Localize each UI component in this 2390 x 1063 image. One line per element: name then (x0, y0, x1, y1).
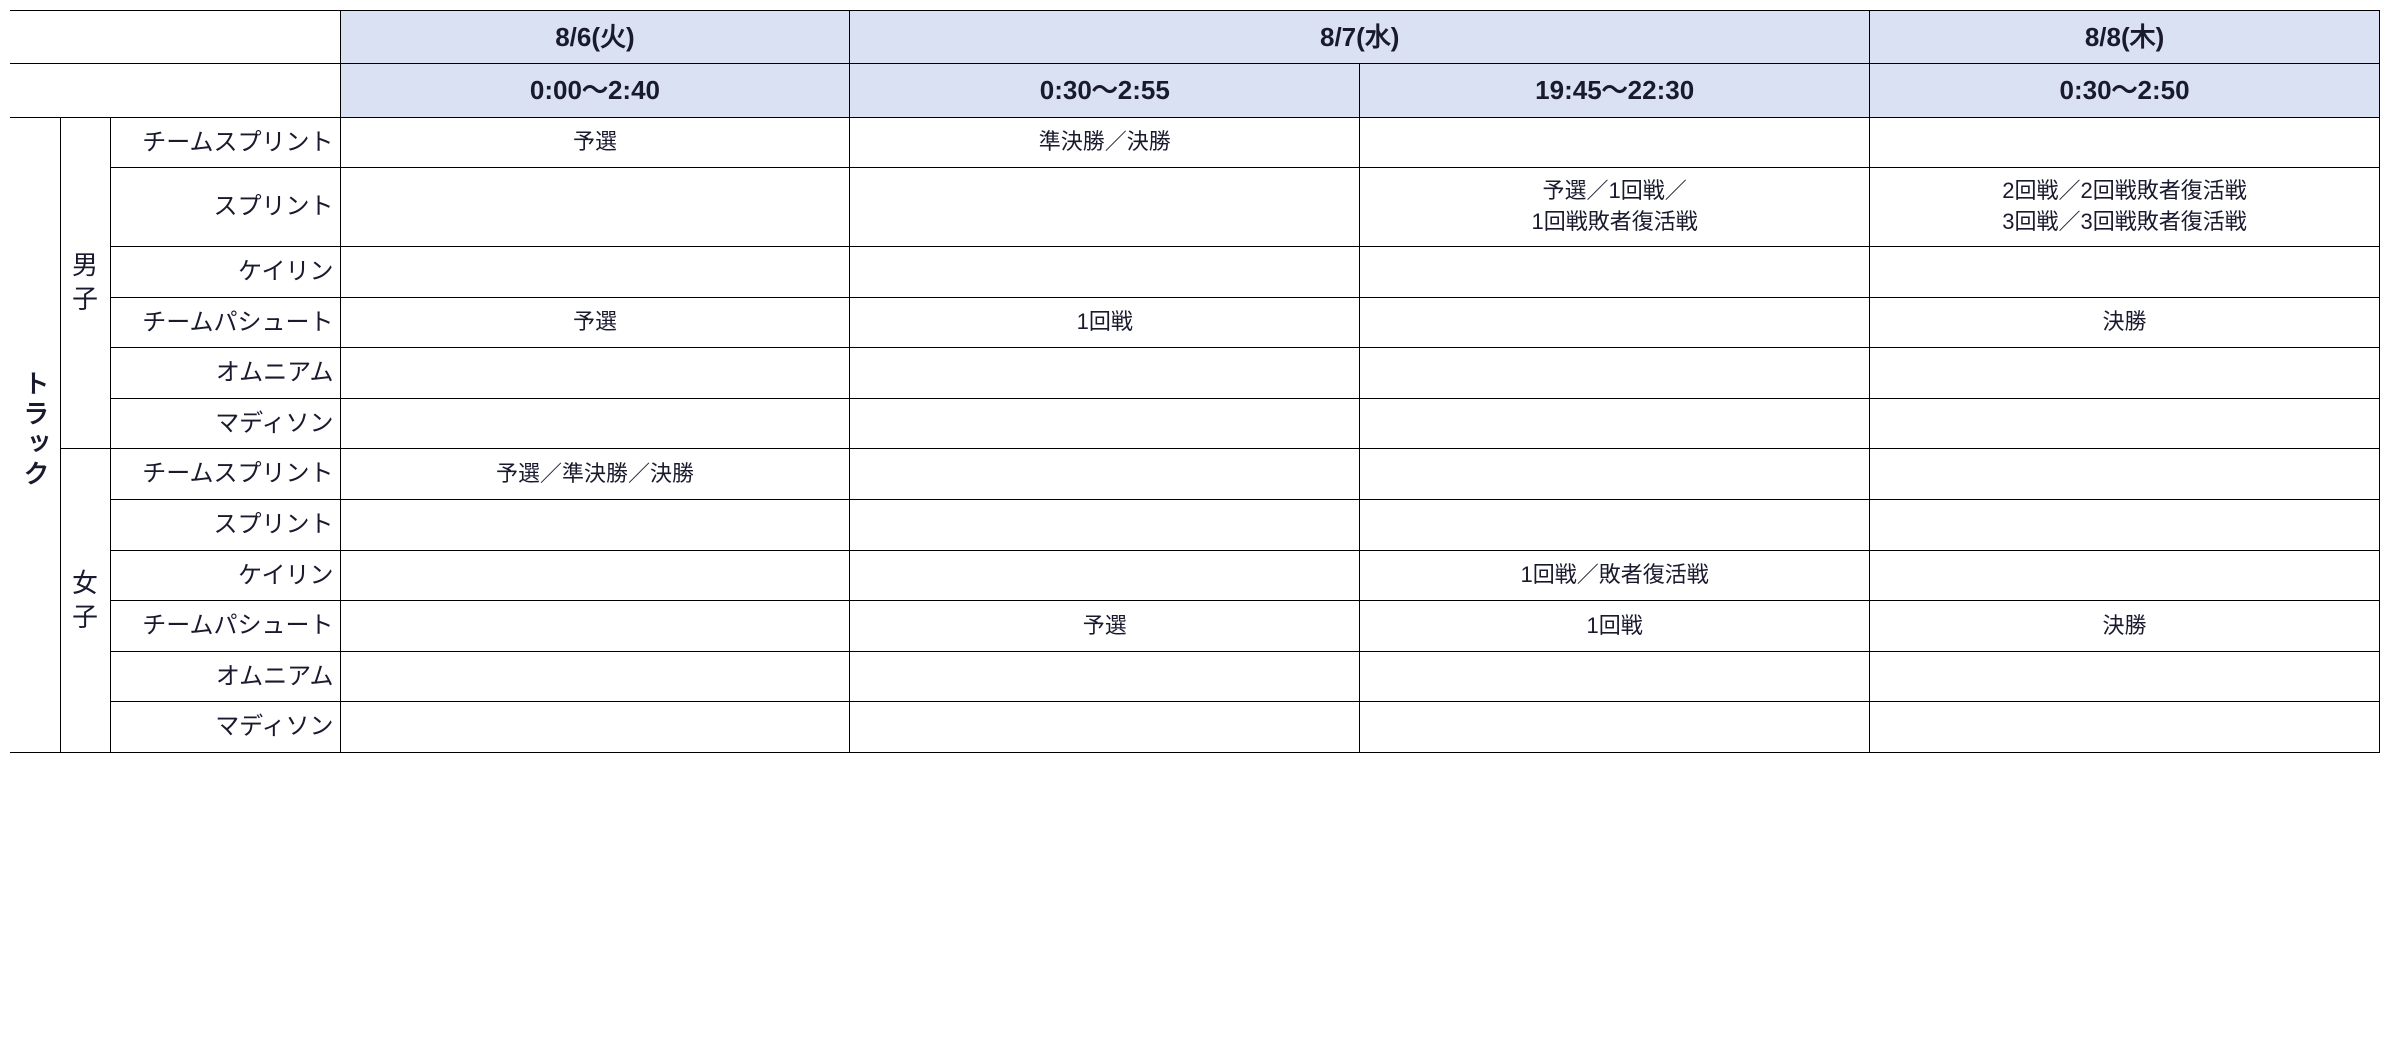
schedule-cell (1360, 398, 1870, 449)
schedule-cell (850, 398, 1360, 449)
schedule-cell (340, 499, 850, 550)
table-row: チームパシュート 予選 1回戦 決勝 (10, 601, 2380, 652)
table-row: スプリント (10, 499, 2380, 550)
event-label: ケイリン (110, 550, 340, 601)
schedule-cell (340, 398, 850, 449)
event-label: チームスプリント (110, 117, 340, 168)
table-row: オムニアム (10, 348, 2380, 399)
schedule-cell (340, 168, 850, 247)
schedule-cell (850, 246, 1360, 297)
table-row: 女 子 チームスプリント 予選／準決勝／決勝 (10, 449, 2380, 500)
event-label: チームパシュート (110, 601, 340, 652)
table-row: チームパシュート 予選 1回戦 決勝 (10, 297, 2380, 348)
schedule-cell (850, 348, 1360, 399)
schedule-cell (1870, 651, 2380, 702)
schedule-cell: 準決勝／決勝 (850, 117, 1360, 168)
time-header: 0:30～2:50 (1870, 64, 2380, 117)
schedule-cell (340, 550, 850, 601)
table-row: トラック 男 子 チームスプリント 予選 準決勝／決勝 (10, 117, 2380, 168)
category-label: トラック (17, 370, 53, 490)
schedule-cell: 決勝 (1870, 601, 2380, 652)
time-header: 0:30～2:55 (850, 64, 1360, 117)
schedule-cell (1360, 297, 1870, 348)
schedule-cell: 1回戦／敗者復活戦 (1360, 550, 1870, 601)
schedule-cell (340, 246, 850, 297)
time-header-row: 0:00～2:40 0:30～2:55 19:45～22:30 0:30～2:5… (10, 64, 2380, 117)
schedule-cell: 予選 (850, 601, 1360, 652)
event-label: ケイリン (110, 246, 340, 297)
table-row: マディソン (10, 398, 2380, 449)
corner-bottom (10, 64, 340, 117)
schedule-cell (340, 601, 850, 652)
schedule-cell (1870, 117, 2380, 168)
schedule-cell (850, 499, 1360, 550)
schedule-table: 8/6(火) 8/7(水) 8/8(木) 0:00～2:40 0:30～2:55… (10, 10, 2380, 753)
schedule-cell (1870, 348, 2380, 399)
schedule-cell (1870, 246, 2380, 297)
schedule-cell (1360, 348, 1870, 399)
table-row: ケイリン (10, 246, 2380, 297)
schedule-cell (850, 449, 1360, 500)
schedule-cell (1870, 702, 2380, 753)
schedule-cell: 1回戦 (850, 297, 1360, 348)
event-label: スプリント (110, 168, 340, 247)
schedule-cell: 予選／1回戦／ 1回戦敗者復活戦 (1360, 168, 1870, 247)
corner-top (10, 11, 340, 64)
date-header: 8/6(火) (340, 11, 850, 64)
category-cell: トラック (10, 117, 60, 752)
schedule-cell (850, 702, 1360, 753)
event-label: マディソン (110, 702, 340, 753)
schedule-cell: 予選 (340, 297, 850, 348)
schedule-cell (1870, 499, 2380, 550)
schedule-cell (850, 651, 1360, 702)
schedule-cell (1360, 499, 1870, 550)
schedule-cell: 1回戦 (1360, 601, 1870, 652)
schedule-cell (1360, 449, 1870, 500)
event-label: チームスプリント (110, 449, 340, 500)
schedule-cell (850, 168, 1360, 247)
table-row: ケイリン 1回戦／敗者復活戦 (10, 550, 2380, 601)
event-label: オムニアム (110, 651, 340, 702)
gender-men: 男 子 (60, 117, 110, 449)
schedule-cell: 予選 (340, 117, 850, 168)
table-row: スプリント 予選／1回戦／ 1回戦敗者復活戦 2回戦／2回戦敗者復活戦 3回戦／… (10, 168, 2380, 247)
schedule-cell (1870, 550, 2380, 601)
schedule-cell (340, 651, 850, 702)
schedule-cell (1870, 449, 2380, 500)
event-label: スプリント (110, 499, 340, 550)
schedule-cell (1360, 651, 1870, 702)
time-header: 0:00～2:40 (340, 64, 850, 117)
schedule-cell (340, 702, 850, 753)
date-header-row: 8/6(火) 8/7(水) 8/8(木) (10, 11, 2380, 64)
gender-women: 女 子 (60, 449, 110, 753)
schedule-cell (850, 550, 1360, 601)
schedule-cell (1360, 702, 1870, 753)
event-label: マディソン (110, 398, 340, 449)
table-row: マディソン (10, 702, 2380, 753)
schedule-cell (1870, 398, 2380, 449)
schedule-cell (340, 348, 850, 399)
table-row: オムニアム (10, 651, 2380, 702)
schedule-cell (1360, 246, 1870, 297)
schedule-cell: 予選／準決勝／決勝 (340, 449, 850, 500)
event-label: チームパシュート (110, 297, 340, 348)
schedule-cell (1360, 117, 1870, 168)
time-header: 19:45～22:30 (1360, 64, 1870, 117)
date-header: 8/8(木) (1870, 11, 2380, 64)
schedule-cell: 2回戦／2回戦敗者復活戦 3回戦／3回戦敗者復活戦 (1870, 168, 2380, 247)
event-label: オムニアム (110, 348, 340, 399)
schedule-cell: 決勝 (1870, 297, 2380, 348)
date-header: 8/7(水) (850, 11, 1870, 64)
